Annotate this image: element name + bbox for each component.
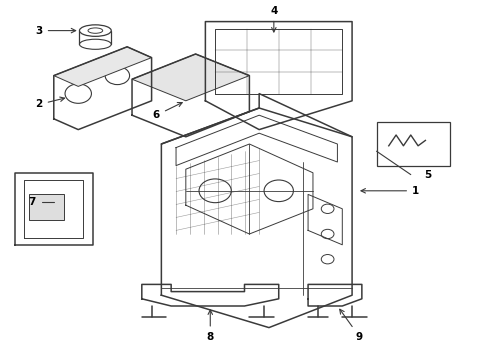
Polygon shape — [54, 47, 151, 86]
Text: 2: 2 — [36, 97, 64, 109]
FancyBboxPatch shape — [376, 122, 449, 166]
Text: 9: 9 — [339, 309, 362, 342]
Text: 4: 4 — [269, 6, 277, 32]
Text: 7: 7 — [28, 197, 36, 207]
Text: 3: 3 — [36, 26, 76, 36]
Text: 8: 8 — [206, 310, 213, 342]
Text: 5: 5 — [424, 170, 430, 180]
FancyBboxPatch shape — [29, 194, 63, 220]
Text: 1: 1 — [360, 186, 418, 196]
Text: 6: 6 — [153, 103, 182, 120]
Polygon shape — [132, 54, 249, 101]
